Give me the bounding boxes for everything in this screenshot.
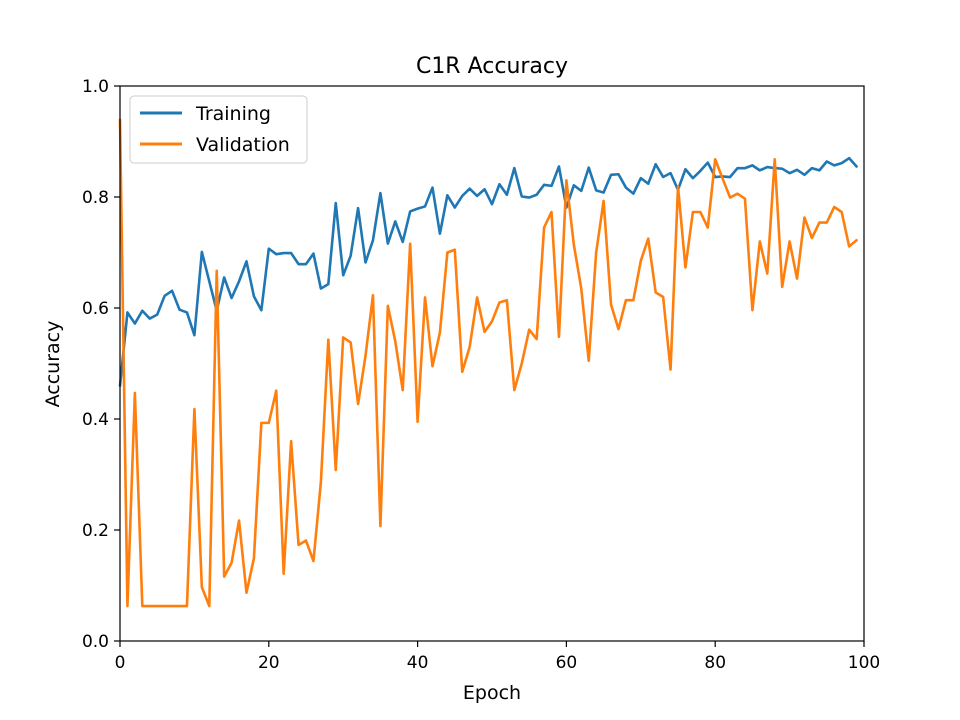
y-axis-label: Accuracy [42, 321, 64, 408]
legend: Training Validation [129, 95, 308, 164]
series-line-validation [118, 118, 858, 608]
y-tick-label: 0.4 [82, 410, 109, 430]
y-tick-label: 0.6 [82, 299, 109, 319]
x-tick-label: 0 [115, 653, 126, 673]
series-line-training [118, 156, 858, 388]
x-tick-label: 80 [704, 653, 726, 673]
plot-lines [118, 118, 858, 608]
x-axis-ticks: 0 20 40 60 80 100 [115, 641, 880, 673]
x-tick-label: 20 [258, 653, 280, 673]
y-tick-label: 0.0 [82, 632, 109, 652]
y-axis-ticks: 0.0 0.2 0.4 0.6 0.8 1.0 [82, 77, 120, 652]
chart-title: C1R Accuracy [416, 54, 568, 79]
x-tick-label: 100 [848, 653, 880, 673]
x-tick-label: 60 [556, 653, 578, 673]
x-axis-label: Epoch [463, 682, 521, 704]
plot-frame [119, 85, 865, 642]
y-tick-label: 0.2 [82, 521, 109, 541]
x-tick-label: 40 [407, 653, 429, 673]
y-tick-label: 1.0 [82, 77, 109, 97]
legend-label-training: Training [195, 103, 271, 125]
legend-label-validation: Validation [196, 134, 290, 156]
y-tick-label: 0.8 [82, 188, 109, 208]
